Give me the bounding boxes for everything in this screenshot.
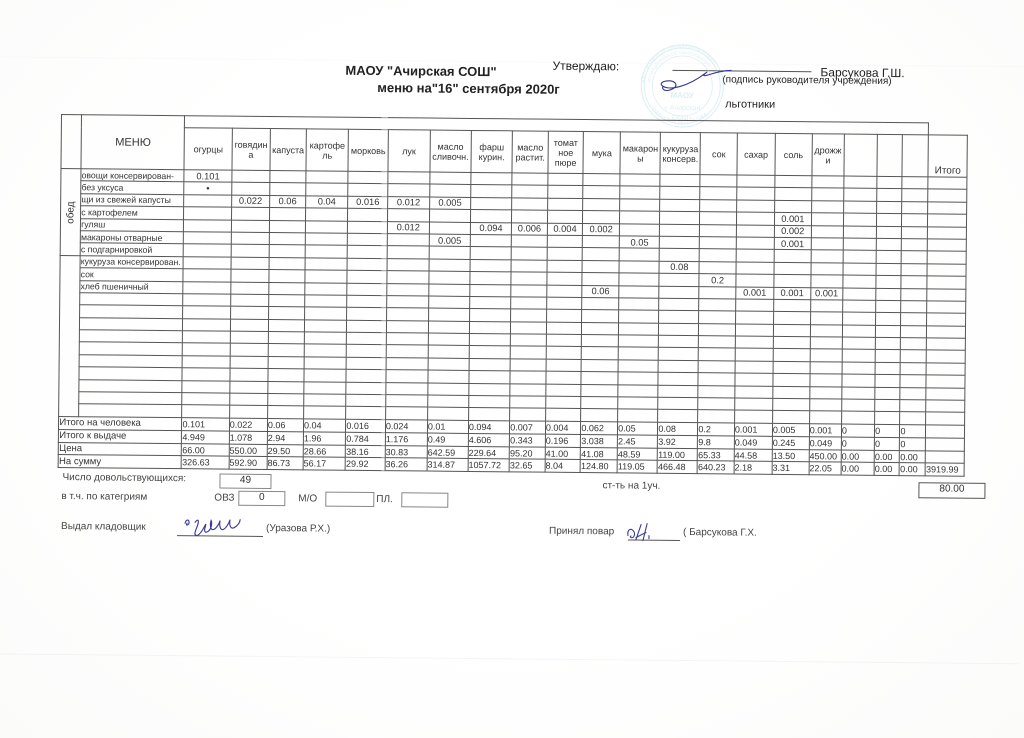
svg-text:« Ачирская: « Ачирская [664,105,701,112]
